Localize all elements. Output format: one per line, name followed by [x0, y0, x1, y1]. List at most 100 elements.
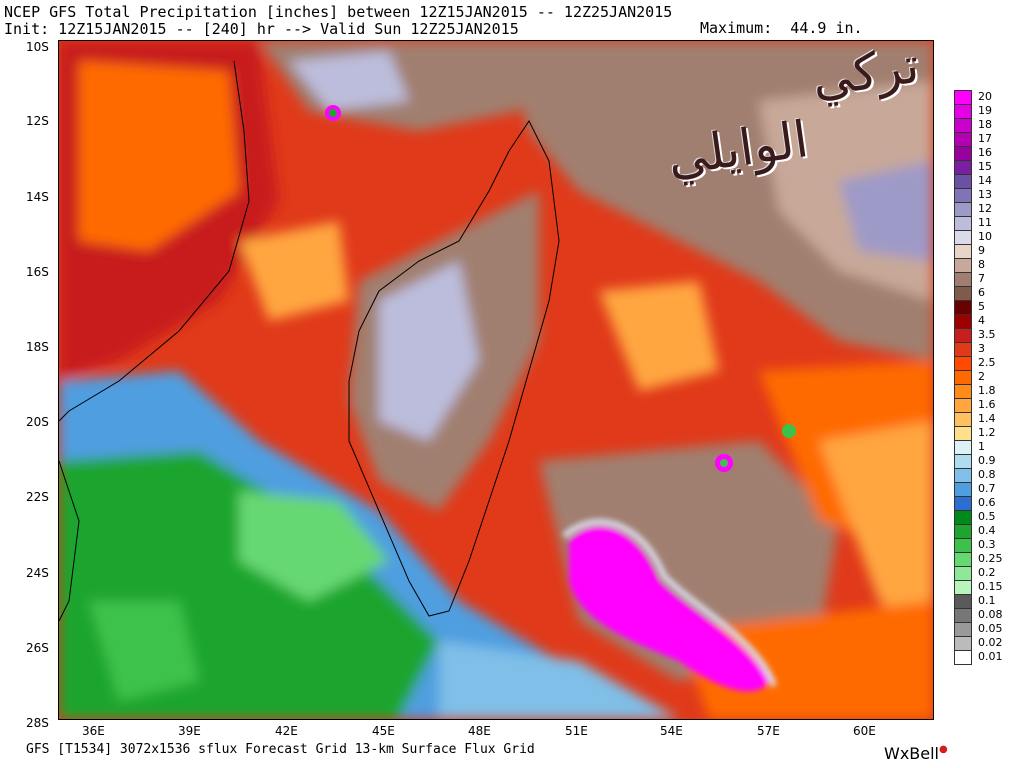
colorbar-label: 0.2 — [978, 566, 996, 579]
map-title: NCEP GFS Total Precipitation [inches] be… — [4, 3, 673, 21]
lat-label: 26S — [26, 641, 49, 655]
maximum-value: Maximum: 44.9 in. — [700, 19, 863, 37]
colorbar-label: 11 — [978, 216, 992, 229]
colorbar-label: 8 — [978, 258, 985, 271]
lat-label: 18S — [26, 340, 49, 354]
colorbar-label: 2.5 — [978, 356, 996, 369]
colorbar-label: 16 — [978, 146, 992, 159]
lon-label: 39E — [178, 724, 201, 738]
colorbar-swatch — [954, 244, 972, 259]
colorbar-swatch — [954, 510, 972, 525]
colorbar-swatch — [954, 356, 972, 371]
colorbar-label: 1 — [978, 440, 985, 453]
colorbar-swatch — [954, 216, 972, 231]
colorbar-swatch — [954, 300, 972, 315]
colorbar-label: 0.05 — [978, 622, 1003, 635]
colorbar-swatch — [954, 132, 972, 147]
lon-label: 60E — [853, 724, 876, 738]
map-subtitle: Init: 12Z15JAN2015 -- [240] hr --> Valid… — [4, 20, 519, 38]
colorbar-label: 0.4 — [978, 524, 996, 537]
lon-label: 54E — [660, 724, 683, 738]
colorbar-swatch — [954, 636, 972, 651]
colorbar-swatch — [954, 90, 972, 105]
colorbar-swatch — [954, 286, 972, 301]
lat-label: 16S — [26, 265, 49, 279]
lat-label: 24S — [26, 566, 49, 580]
colorbar-label: 1.4 — [978, 412, 996, 425]
colorbar-label: 3 — [978, 342, 985, 355]
africa-coastline — [59, 60, 250, 422]
colorbar-swatch — [954, 272, 972, 287]
lat-label: 28S — [26, 716, 49, 730]
colorbar-label: 2 — [978, 370, 985, 383]
lon-label: 48E — [468, 724, 491, 738]
colorbar-swatch — [954, 580, 972, 595]
colorbar-label: 0.02 — [978, 636, 1003, 649]
colorbar-swatch — [954, 524, 972, 539]
lat-label: 10S — [26, 40, 49, 54]
colorbar-label: 14 — [978, 174, 992, 187]
colorbar-label: 3.5 — [978, 328, 996, 341]
colorbar-swatch — [954, 258, 972, 273]
colorbar-label: 0.15 — [978, 580, 1003, 593]
colorbar-swatch — [954, 454, 972, 469]
colorbar-label: 0.5 — [978, 510, 996, 523]
colorbar-label: 0.1 — [978, 594, 996, 607]
colorbar-label: 18 — [978, 118, 992, 131]
colorbar-label: 12 — [978, 202, 992, 215]
madagascar-coastline — [348, 120, 560, 617]
colorbar-swatch — [954, 174, 972, 189]
wxbell-logo: WxBell● — [884, 744, 948, 763]
colorbar-label: 17 — [978, 132, 992, 145]
colorbar-label: 0.08 — [978, 608, 1003, 621]
colorbar-swatch — [954, 650, 972, 665]
colorbar-swatch — [954, 370, 972, 385]
colorbar-swatch — [954, 328, 972, 343]
colorbar-label: 1.2 — [978, 426, 996, 439]
colorbar-swatch — [954, 160, 972, 175]
precip-field — [59, 41, 933, 719]
colorbar-label: 4 — [978, 314, 985, 327]
colorbar-swatch — [954, 202, 972, 217]
colorbar-label: 1.6 — [978, 398, 996, 411]
colorbar-swatch — [954, 468, 972, 483]
colorbar-swatch — [954, 594, 972, 609]
colorbar-label: 0.8 — [978, 468, 996, 481]
colorbar-label: 10 — [978, 230, 992, 243]
colorbar-swatch — [954, 552, 972, 567]
lat-label: 14S — [26, 190, 49, 204]
storm-cell — [782, 424, 796, 438]
colorbar-label: 0.25 — [978, 552, 1003, 565]
colorbar-swatch — [954, 118, 972, 133]
colorbar-label: 20 — [978, 90, 992, 103]
precipitation-map — [58, 40, 934, 720]
colorbar-label: 15 — [978, 160, 992, 173]
colorbar-swatch — [954, 146, 972, 161]
colorbar-swatch — [954, 538, 972, 553]
colorbar-swatch — [954, 566, 972, 581]
colorbar-swatch — [954, 314, 972, 329]
colorbar-label: 0.6 — [978, 496, 996, 509]
colorbar-swatch — [954, 188, 972, 203]
lon-label: 57E — [757, 724, 780, 738]
colorbar-swatch — [954, 440, 972, 455]
precip-max-blob — [562, 518, 777, 692]
lon-label: 51E — [565, 724, 588, 738]
colorbar-label: 9 — [978, 244, 985, 257]
colorbar-swatch — [954, 496, 972, 511]
lon-label: 36E — [82, 724, 105, 738]
colorbar-label: 7 — [978, 272, 985, 285]
lon-label: 45E — [372, 724, 395, 738]
colorbar-label: 19 — [978, 104, 992, 117]
colorbar-label: 0.3 — [978, 538, 996, 551]
colorbar-swatch — [954, 384, 972, 399]
colorbar-label: 1.8 — [978, 384, 996, 397]
colorbar-label: 0.9 — [978, 454, 996, 467]
colorbar-label: 13 — [978, 188, 992, 201]
logo-dot-icon: ● — [939, 744, 948, 755]
colorbar-label: 6 — [978, 286, 985, 299]
lat-label: 20S — [26, 415, 49, 429]
colorbar-swatch — [954, 412, 972, 427]
lon-label: 42E — [275, 724, 298, 738]
colorbar-label: 5 — [978, 300, 985, 313]
